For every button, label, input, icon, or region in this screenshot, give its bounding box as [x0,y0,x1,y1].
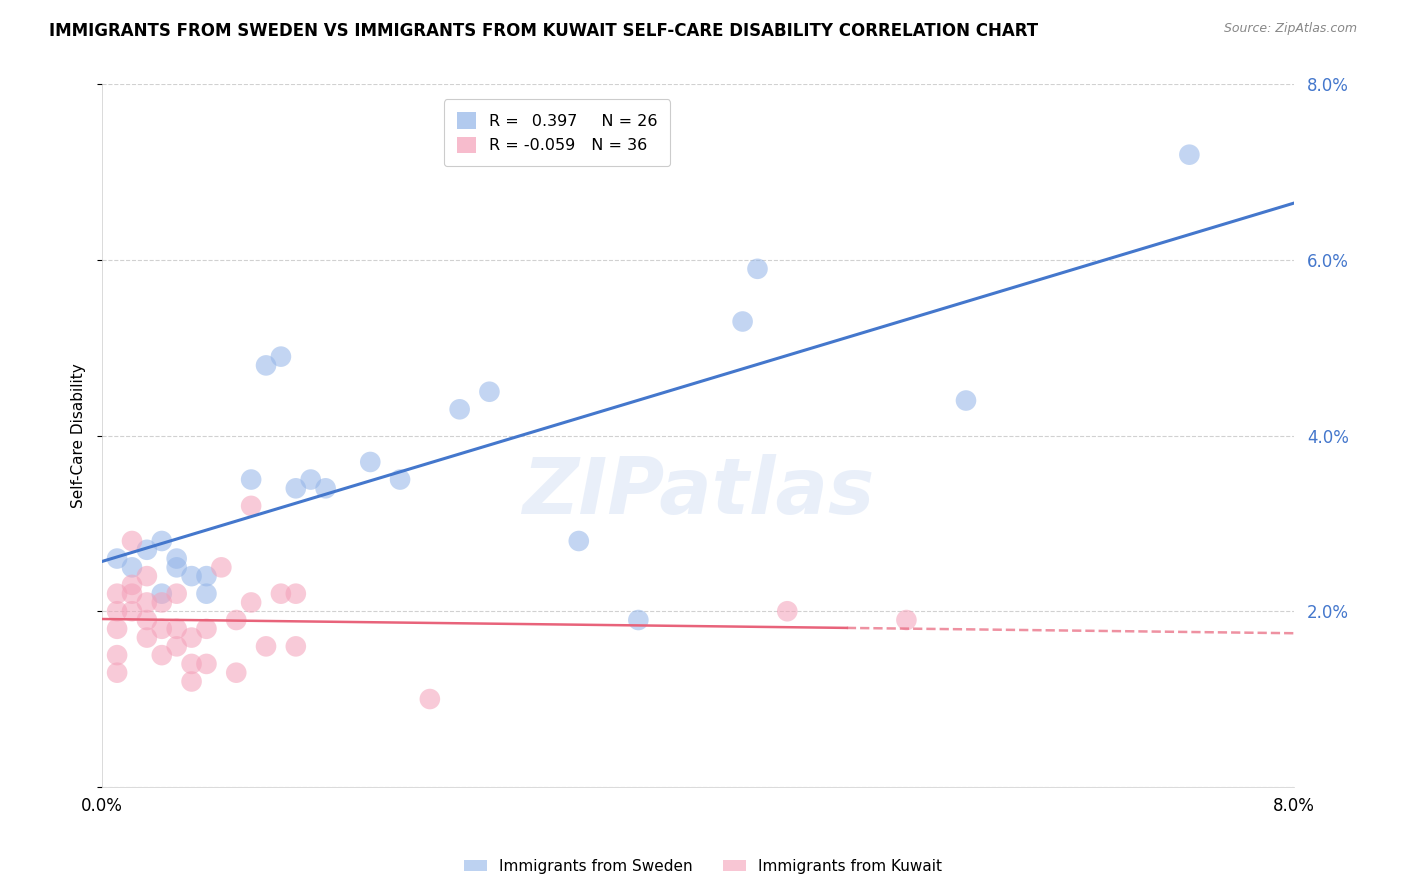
Point [225,613,247,627]
Point [135,595,157,609]
Point [150,595,173,609]
Point [180,674,202,689]
Text: ZIPatlas: ZIPatlas [522,454,875,530]
Point [166,560,188,574]
Point [166,622,188,636]
Point [627,613,650,627]
Point [195,587,218,601]
Point [135,569,157,583]
Point [180,657,202,671]
Point [209,560,232,574]
Point [150,534,173,549]
Point [180,569,202,583]
Point [150,648,173,662]
Point [166,551,188,566]
Point [299,473,322,487]
Point [105,604,128,618]
Point [105,587,128,601]
Text: IMMIGRANTS FROM SWEDEN VS IMMIGRANTS FROM KUWAIT SELF-CARE DISABILITY CORRELATIO: IMMIGRANTS FROM SWEDEN VS IMMIGRANTS FRO… [49,22,1039,40]
Point [359,455,381,469]
Point [121,578,143,592]
Point [478,384,501,399]
Point [419,692,441,706]
Point [180,631,202,645]
Point [150,622,173,636]
Point [240,595,263,609]
Point [135,613,157,627]
Point [121,560,143,574]
Point [568,534,591,549]
Point [166,587,188,601]
Point [731,314,754,328]
Point [105,551,128,566]
Point [195,622,218,636]
Legend: Immigrants from Sweden, Immigrants from Kuwait: Immigrants from Sweden, Immigrants from … [458,853,948,880]
Point [747,261,769,276]
Point [389,473,412,487]
Point [955,393,977,408]
Point [121,534,143,549]
Point [105,622,128,636]
Point [284,587,307,601]
Point [195,657,218,671]
Point [121,587,143,601]
Point [240,499,263,513]
Point [270,350,292,364]
Point [150,587,173,601]
Point [315,481,337,495]
Point [135,631,157,645]
Point [284,640,307,654]
Point [105,665,128,680]
Point [195,569,218,583]
Point [284,481,307,495]
Legend: R =  0.397   N = 26, R = -0.059  N = 36: R = 0.397 N = 26, R = -0.059 N = 36 [444,99,669,166]
Point [776,604,799,618]
Point [121,604,143,618]
Text: Source: ZipAtlas.com: Source: ZipAtlas.com [1223,22,1357,36]
Point [225,665,247,680]
Point [896,613,918,627]
Point [135,542,157,557]
Point [254,640,277,654]
Point [449,402,471,417]
Point [1178,147,1201,161]
Point [105,648,128,662]
Point [254,359,277,373]
Point [166,640,188,654]
Y-axis label: Self-Care Disability: Self-Care Disability [72,363,86,508]
Point [240,473,263,487]
Point [270,587,292,601]
